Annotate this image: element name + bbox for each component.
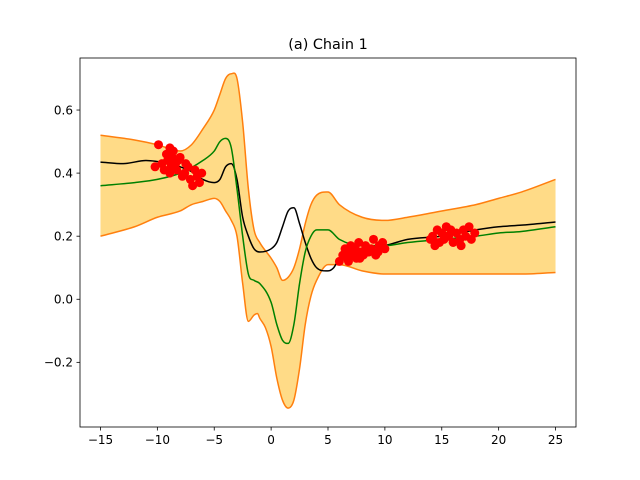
data-point [380, 244, 390, 254]
x-tick-label: 0 [267, 433, 275, 447]
chart-title: (a) Chain 1 [288, 37, 367, 53]
confidence-band [100, 73, 556, 409]
data-point [355, 253, 365, 263]
data-point [172, 165, 182, 175]
data-point [194, 178, 204, 188]
data-point [373, 247, 383, 257]
x-tick-label: −10 [145, 433, 170, 447]
x-tick-label: −15 [88, 433, 113, 447]
data-point [343, 256, 353, 266]
x-tick-label: 10 [377, 433, 392, 447]
data-point [448, 238, 458, 247]
data-point [181, 159, 191, 169]
y-tick-label: 0.6 [54, 103, 73, 117]
data-point [175, 152, 185, 162]
data-point [364, 247, 374, 257]
data-point [464, 222, 474, 232]
band-upper-line [100, 72, 556, 282]
mean-line [100, 137, 556, 345]
x-tick-label: 25 [548, 433, 563, 447]
data-point [456, 241, 466, 251]
band-lower-line [100, 197, 556, 409]
x-tick-label: 15 [434, 433, 449, 447]
data-point [168, 146, 178, 156]
x-tick-label: 20 [491, 433, 506, 447]
y-tick-label: 0.0 [54, 293, 73, 307]
x-axis: −15 −10 −5 0 5 10 15 20 25 [88, 427, 563, 447]
data-point [470, 228, 480, 238]
data-point [442, 231, 452, 241]
data-point [197, 168, 207, 178]
x-tick-label: 5 [324, 433, 332, 447]
data-point [369, 234, 378, 244]
data-point [188, 181, 198, 191]
data-points [150, 140, 480, 266]
data-point [165, 168, 175, 178]
y-tick-label: 0.2 [54, 229, 73, 243]
x-tick-label: −5 [205, 433, 223, 447]
data-point [154, 140, 163, 150]
data-point [431, 238, 441, 247]
data-point [150, 162, 160, 172]
data-point [354, 238, 364, 247]
y-tick-label: −0.2 [44, 356, 73, 370]
y-axis: −0.2 0.0 0.2 0.4 0.6 [44, 103, 80, 370]
y-tick-label: 0.4 [54, 166, 73, 180]
